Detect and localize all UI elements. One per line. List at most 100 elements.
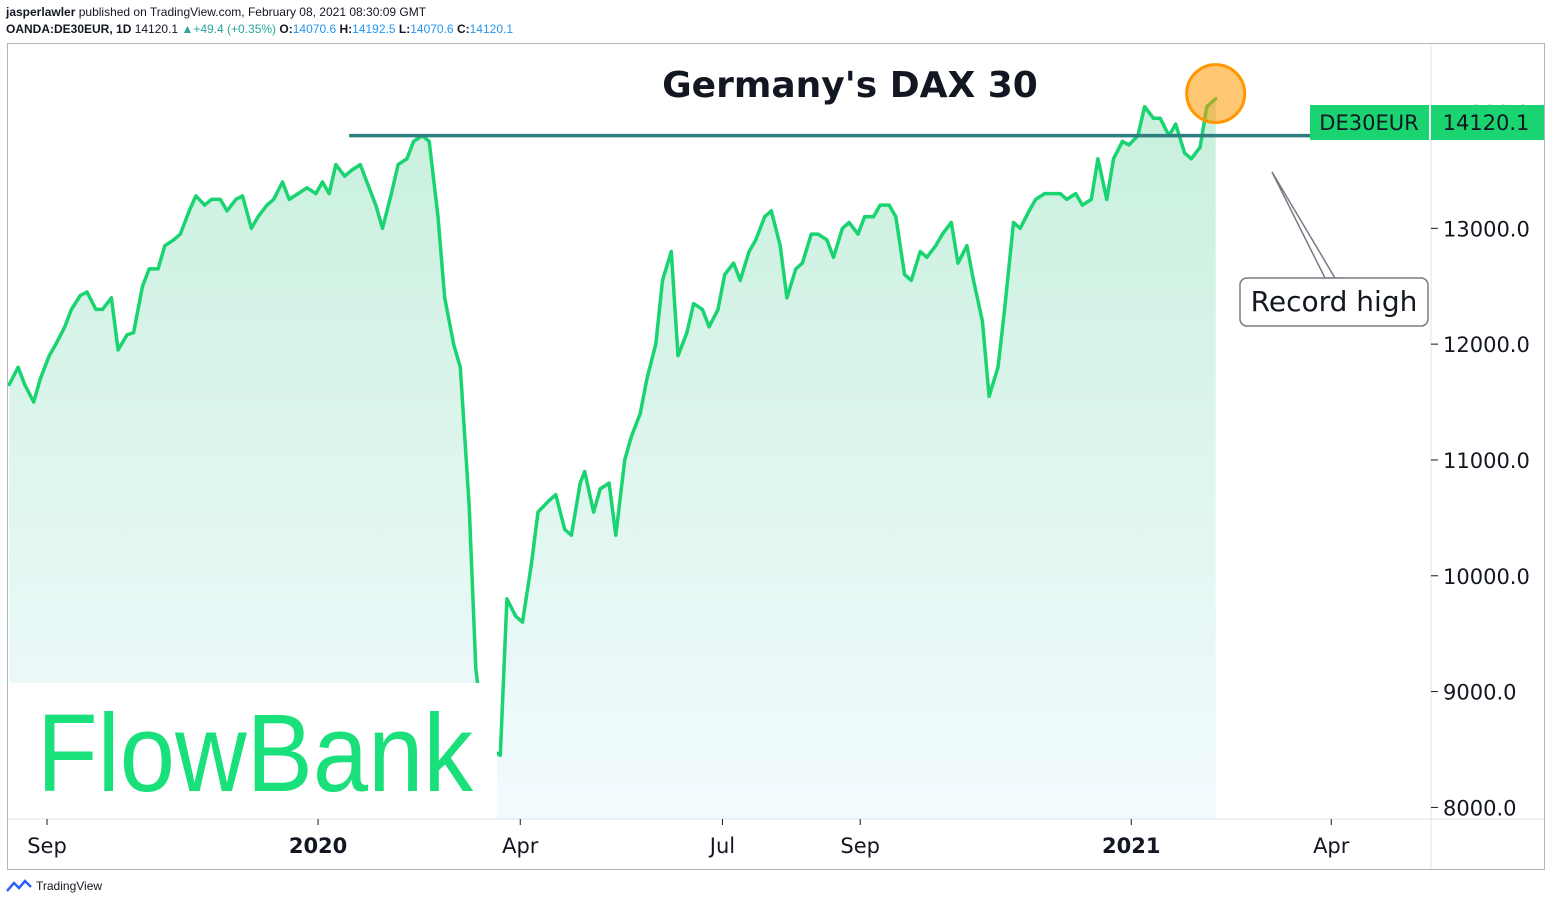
data-point <box>903 273 907 277</box>
data-point <box>1096 157 1100 161</box>
data-point <box>163 244 167 248</box>
x-tick-label: Sep <box>840 834 880 858</box>
data-point <box>934 244 938 248</box>
data-point <box>1043 192 1047 196</box>
data-point <box>987 394 991 398</box>
data-point <box>1049 192 1053 196</box>
chart-frame <box>7 43 1545 870</box>
data-point <box>380 226 385 230</box>
data-point <box>769 209 773 213</box>
x-tick-label: Jul <box>708 834 735 858</box>
data-point <box>554 493 558 497</box>
data-point <box>467 504 471 508</box>
data-point <box>280 180 285 184</box>
data-point <box>94 307 98 311</box>
ohlc-line: OANDA:DE30EUR, 1D 14120.1 ▲+49.4 (+0.35%… <box>6 21 513 38</box>
x-tick-label: 2020 <box>289 834 347 858</box>
chart-title: Germany's DAX 30 <box>662 65 1038 106</box>
data-point <box>520 620 525 624</box>
y-tick-label: 10000.0 <box>1443 565 1530 589</box>
data-point <box>1151 116 1156 120</box>
data-point <box>592 510 596 514</box>
high-value: 14192.5 <box>352 22 396 36</box>
data-point <box>563 527 567 531</box>
data-point <box>607 481 611 485</box>
data-point <box>816 232 820 236</box>
data-point <box>871 215 876 219</box>
data-point <box>949 220 953 225</box>
data-point <box>172 238 176 242</box>
data-point <box>1174 122 1178 126</box>
area-fill <box>9 98 1216 820</box>
data-point <box>778 244 782 248</box>
change-value: +49.4 (+0.35%) <box>193 22 277 36</box>
data-point <box>800 261 805 265</box>
data-point <box>1183 151 1187 155</box>
data-point <box>909 278 913 282</box>
data-point <box>156 267 160 271</box>
data-point <box>187 209 191 213</box>
data-point <box>1080 203 1084 207</box>
data-point <box>763 215 767 219</box>
data-point <box>918 249 922 254</box>
data-point <box>498 753 502 757</box>
data-point <box>1018 226 1022 230</box>
open-label: O: <box>279 22 293 36</box>
data-point <box>1058 192 1062 196</box>
data-point <box>1065 197 1069 201</box>
watermark-backdrop <box>7 683 497 869</box>
publish-line: jasperlawler published on TradingView.co… <box>6 4 513 21</box>
data-point <box>785 296 789 300</box>
data-point <box>887 203 891 207</box>
data-point <box>474 666 478 671</box>
data-point <box>1027 209 1031 213</box>
data-point <box>747 249 751 254</box>
data-point <box>69 307 73 311</box>
data-point <box>578 481 582 485</box>
data-point <box>218 197 222 201</box>
data-point <box>940 232 945 236</box>
callout-pointer-edge <box>1271 171 1336 279</box>
data-point <box>296 192 300 196</box>
data-point <box>1198 145 1202 149</box>
plot-area <box>7 97 1429 820</box>
data-point <box>732 261 736 265</box>
data-point <box>314 192 318 196</box>
tradingview-logo-icon <box>6 879 32 892</box>
x-tick-label: Apr <box>1313 834 1350 858</box>
x-tick-label: Sep <box>27 834 67 858</box>
annotations: Record high DE30EUR 14120.1 <box>1185 63 1545 327</box>
data-point <box>971 278 976 282</box>
data-point <box>878 203 882 207</box>
data-point <box>669 249 673 254</box>
chart-header: jasperlawler published on TradingView.co… <box>6 4 513 38</box>
data-point <box>514 614 518 618</box>
data-point <box>1158 116 1162 120</box>
data-point <box>840 226 845 230</box>
chart-svg[interactable]: Germany's DAX 30 FlowBank 8000.0 9000.0 10… <box>7 43 1545 870</box>
data-point <box>629 435 633 439</box>
flowbank-watermark: FlowBank <box>7 683 497 869</box>
data-point <box>38 377 42 381</box>
data-point <box>140 284 145 288</box>
footer-brand[interactable]: TradingView <box>36 879 103 893</box>
data-point <box>305 186 309 190</box>
data-point <box>863 215 867 219</box>
data-point <box>396 163 400 167</box>
author-name[interactable]: jasperlawler <box>6 5 76 19</box>
data-point <box>343 174 347 178</box>
record-high-highlight <box>1185 63 1247 125</box>
data-point <box>1189 157 1193 161</box>
data-point <box>738 278 742 282</box>
publish-info: published on TradingView.com, February 0… <box>78 5 427 19</box>
data-point <box>1034 197 1038 201</box>
data-point <box>980 319 985 323</box>
data-point <box>412 139 416 143</box>
data-point <box>676 354 680 358</box>
data-point <box>452 342 456 346</box>
watermark-text: FlowBank <box>37 692 474 815</box>
data-point <box>856 232 860 236</box>
data-point <box>654 342 658 346</box>
data-point <box>965 244 969 248</box>
data-point <box>320 180 325 184</box>
